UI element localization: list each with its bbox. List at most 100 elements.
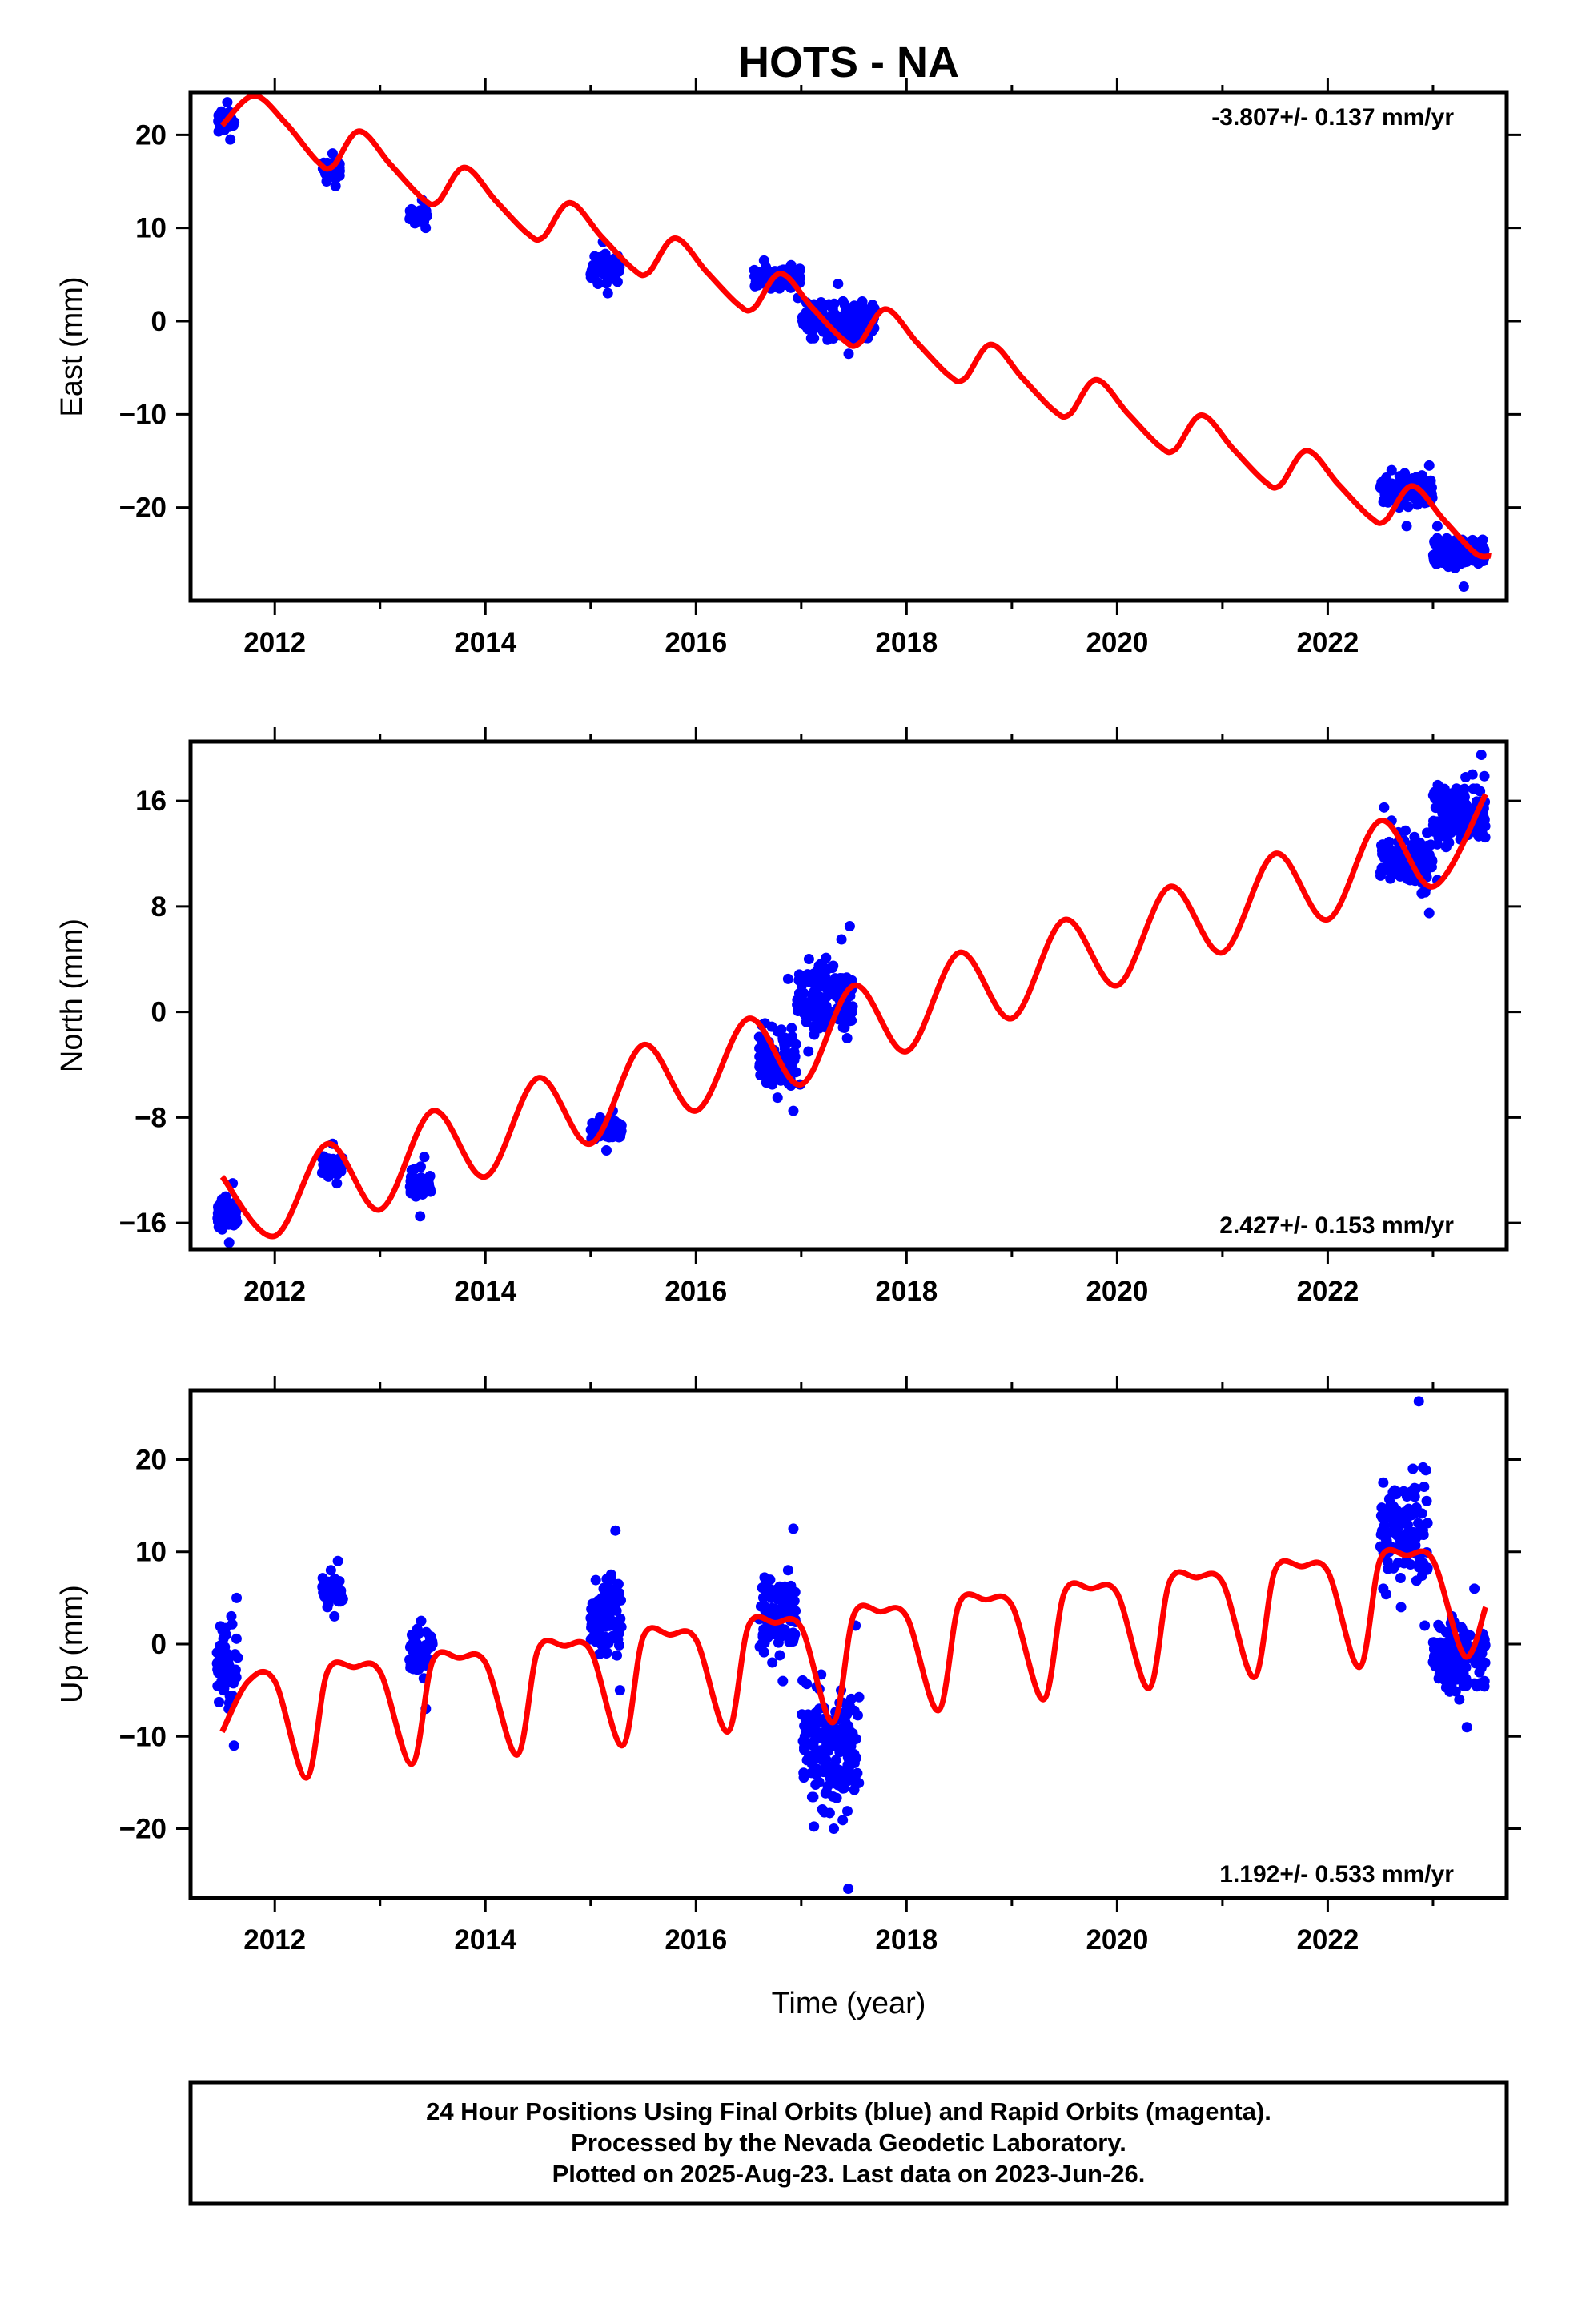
data-point (601, 1574, 612, 1585)
data-point (612, 1650, 623, 1661)
data-point (1383, 1563, 1394, 1574)
data-point (837, 1746, 849, 1757)
data-point (611, 1589, 622, 1600)
data-point (785, 1580, 797, 1591)
y-tick-label: 0 (151, 997, 167, 1028)
data-point (409, 1656, 420, 1667)
data-point (1376, 1525, 1387, 1536)
data-point (803, 954, 814, 965)
data-point (1429, 555, 1440, 566)
data-point (782, 973, 793, 984)
data-point (1460, 1673, 1472, 1684)
plot-area (213, 93, 1492, 593)
data-point (1395, 1573, 1406, 1584)
data-point (813, 1776, 825, 1787)
x-tick-label: 2022 (1296, 627, 1359, 658)
data-point (1427, 854, 1438, 866)
panel-east: 2012 2014 2016 2018 2020 2022 20 10 0 −10 −20 East … (55, 78, 1521, 658)
y-tick-label: 10 (135, 213, 167, 244)
data-point (1443, 1664, 1454, 1675)
data-point (612, 1578, 624, 1590)
model-curve (219, 793, 1488, 1240)
data-point (777, 1675, 789, 1687)
data-point (809, 1821, 820, 1832)
data-point (812, 1733, 823, 1744)
data-point (1378, 1477, 1389, 1488)
caption-box: 24 Hour Positions Using Final Orbits (bl… (188, 2080, 1509, 2206)
data-point (1479, 770, 1490, 782)
data-point (849, 1784, 860, 1795)
data-point (329, 1610, 340, 1622)
y-axis: 20 10 0 −10 −20 (119, 1444, 1521, 1845)
x-tick-label: 2020 (1086, 1276, 1148, 1307)
data-point (1475, 1679, 1486, 1691)
data-point (831, 1792, 842, 1803)
data-point (803, 1046, 814, 1057)
data-point (849, 1748, 860, 1759)
data-point (415, 1161, 426, 1172)
data-point (780, 1047, 791, 1058)
x-tick-label: 2016 (665, 1276, 727, 1307)
y-axis-label: North (mm) (55, 919, 89, 1072)
data-point (1440, 1626, 1452, 1638)
data-point (844, 921, 855, 932)
data-point (789, 1055, 800, 1066)
data-point (1476, 827, 1488, 838)
data-point (853, 1691, 865, 1703)
x-tick-label: 2012 (243, 627, 306, 658)
data-point (857, 296, 868, 307)
caption-frame (188, 2080, 1509, 2206)
data-point (424, 1642, 435, 1654)
data-point (1417, 477, 1428, 489)
data-point (823, 1746, 834, 1757)
observation-points (211, 1396, 1491, 1894)
data-point (824, 1807, 835, 1819)
data-point (827, 304, 838, 315)
velocity-label: 2.427+/- 0.153 mm/yr (1219, 1212, 1454, 1239)
data-point (848, 1775, 859, 1787)
data-point (1443, 561, 1454, 573)
y-tick-label: 20 (135, 119, 167, 151)
data-point (614, 1685, 625, 1696)
data-point (789, 1632, 800, 1643)
data-point (1443, 553, 1455, 564)
data-point (842, 305, 853, 316)
data-point (333, 167, 344, 179)
data-point (813, 960, 825, 971)
data-point (1448, 1673, 1460, 1684)
caption-line-2: Processed by the Nevada Geodetic Laborat… (571, 2129, 1126, 2157)
x-tick-label: 2018 (875, 1924, 938, 1956)
data-point (590, 1574, 601, 1586)
data-point (610, 1525, 621, 1536)
y-tick-label: 0 (151, 306, 167, 337)
data-point (1476, 1646, 1487, 1657)
x-tick-label: 2020 (1086, 627, 1148, 658)
data-point (838, 1783, 849, 1794)
y-tick-label: −10 (119, 399, 167, 430)
data-point (830, 1778, 841, 1789)
data-point (760, 1605, 771, 1616)
data-point (796, 975, 807, 987)
data-point (1418, 852, 1429, 863)
data-point (414, 215, 425, 226)
data-point (331, 1178, 343, 1189)
data-point (1432, 779, 1443, 790)
data-point (830, 1755, 841, 1766)
data-point (1450, 1651, 1461, 1662)
y-tick-label: −8 (135, 1102, 167, 1133)
data-point (786, 1023, 797, 1034)
data-point (416, 1172, 427, 1184)
y-tick-label: −20 (119, 493, 167, 524)
data-point (757, 269, 769, 280)
data-point (325, 1565, 336, 1576)
data-point (793, 993, 805, 1004)
data-point (223, 1653, 234, 1664)
data-point (867, 301, 878, 312)
x-tick-label: 2014 (454, 627, 516, 658)
data-point (224, 1210, 235, 1221)
model-curve (219, 93, 1492, 560)
y-axis: 16 8 0 −8 −16 (119, 786, 1521, 1239)
data-point (1431, 838, 1443, 850)
data-point (1388, 1501, 1399, 1512)
data-point (597, 258, 608, 269)
